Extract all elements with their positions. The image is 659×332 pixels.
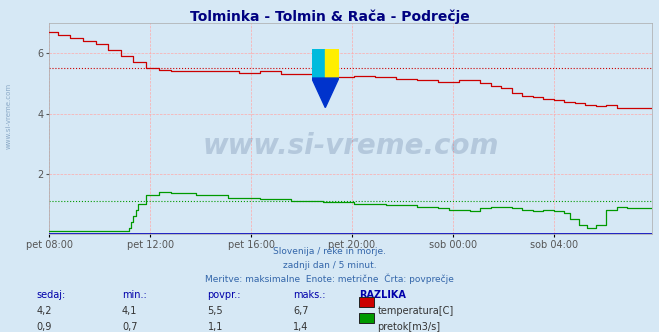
- Text: Tolminka - Tolmin & Rača - Podrečje: Tolminka - Tolmin & Rača - Podrečje: [190, 9, 469, 24]
- Text: 0,7: 0,7: [122, 322, 138, 332]
- Text: sedaj:: sedaj:: [36, 290, 65, 300]
- Text: 0,9: 0,9: [36, 322, 51, 332]
- Text: povpr.:: povpr.:: [208, 290, 241, 300]
- Text: Meritve: maksimalne  Enote: metrične  Črta: povprečje: Meritve: maksimalne Enote: metrične Črta…: [205, 274, 454, 285]
- Text: 4,1: 4,1: [122, 306, 137, 316]
- Text: maks.:: maks.:: [293, 290, 326, 300]
- Text: min.:: min.:: [122, 290, 147, 300]
- Text: 6,7: 6,7: [293, 306, 309, 316]
- Text: www.si-vreme.com: www.si-vreme.com: [203, 131, 499, 159]
- Text: RAZLIKA: RAZLIKA: [359, 290, 406, 300]
- Text: www.si-vreme.com: www.si-vreme.com: [5, 83, 11, 149]
- Text: temperatura[C]: temperatura[C]: [378, 306, 454, 316]
- Text: 4,2: 4,2: [36, 306, 52, 316]
- Text: 1,1: 1,1: [208, 322, 223, 332]
- Text: zadnji dan / 5 minut.: zadnji dan / 5 minut.: [283, 261, 376, 270]
- Text: pretok[m3/s]: pretok[m3/s]: [378, 322, 441, 332]
- Text: 5,5: 5,5: [208, 306, 223, 316]
- Text: Slovenija / reke in morje.: Slovenija / reke in morje.: [273, 247, 386, 256]
- Text: 1,4: 1,4: [293, 322, 308, 332]
